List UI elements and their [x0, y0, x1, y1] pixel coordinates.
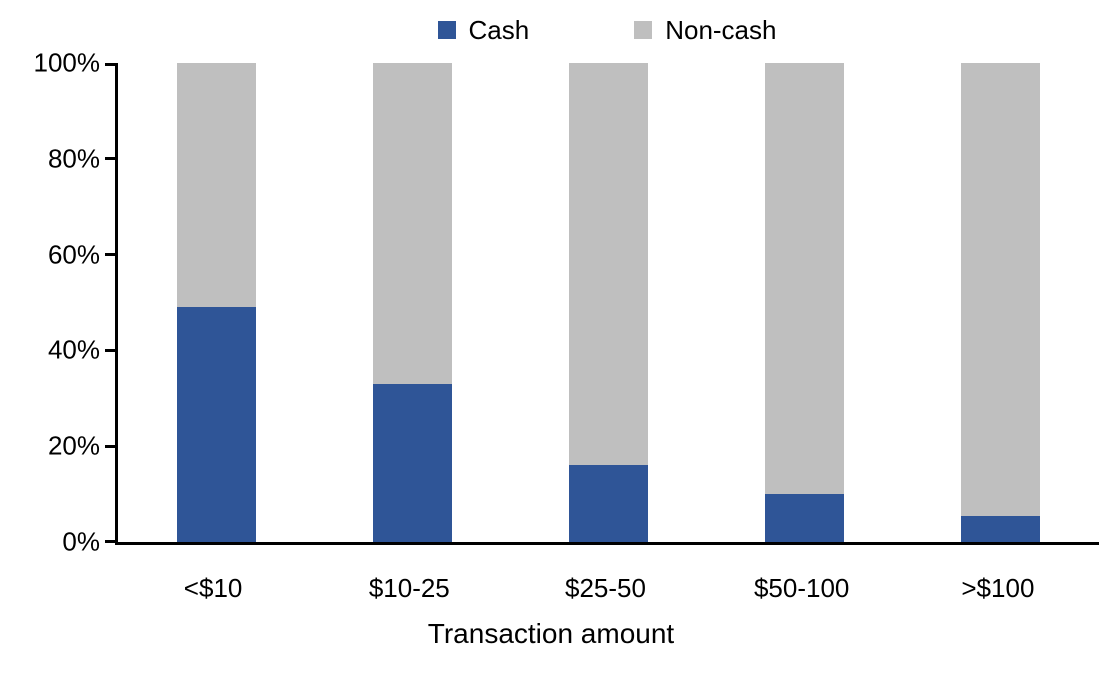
x-axis-title: Transaction amount	[427, 618, 675, 649]
bar-segment-noncash	[176, 63, 256, 308]
bar-segment-noncash	[372, 63, 452, 384]
y-tick-label: 40%	[47, 334, 100, 365]
legend-item-noncash: Non-cash	[634, 17, 776, 43]
y-tick-label: 100%	[33, 47, 101, 78]
bar-segment-cash	[372, 383, 452, 542]
bar-1	[176, 63, 256, 542]
bar-4	[765, 63, 845, 542]
bar-segment-cash	[569, 465, 648, 542]
legend: Cash Non-cash	[115, 10, 1099, 50]
y-tick-label: 20%	[47, 430, 100, 461]
bar-2	[372, 63, 452, 542]
y-tick-label: 60%	[47, 239, 100, 270]
bar-segment-cash	[961, 515, 1041, 542]
y-axis-labels: 0% 20% 40% 60% 80% 100%	[0, 48, 101, 557]
legend-swatch-cash-icon	[437, 21, 456, 39]
bar-5	[961, 63, 1041, 542]
y-tick-mark	[105, 540, 115, 543]
y-tick-mark	[105, 157, 115, 161]
bar-segment-noncash	[961, 63, 1041, 516]
y-tick-mark	[105, 348, 115, 352]
y-tick-label: 0%	[62, 526, 100, 557]
y-tick-mark	[105, 63, 115, 66]
x-tick-label: $25-50	[565, 573, 646, 603]
legend-label-cash: Cash	[468, 15, 530, 45]
bar-segment-cash	[176, 307, 256, 542]
x-axis-labels: <$10 $10-25 $25-50 $50-100 >$100	[115, 545, 1099, 603]
legend-swatch-noncash-icon	[634, 21, 653, 39]
x-tick-label: $10-25	[368, 573, 450, 603]
bar-segment-cash	[765, 494, 845, 542]
legend-label-noncash: Non-cash	[665, 15, 777, 45]
legend-item-cash: Cash	[437, 15, 530, 45]
y-tick-label: 80%	[47, 143, 100, 174]
x-tick-label: $50-100	[753, 573, 850, 603]
bar-segment-noncash	[569, 63, 648, 466]
bar-3	[569, 63, 648, 542]
plot-area	[105, 63, 1099, 545]
y-tick-mark	[105, 253, 115, 257]
x-tick-label: <$10	[183, 573, 243, 603]
x-tick-label: >$100	[961, 573, 1035, 603]
bar-segment-noncash	[765, 63, 845, 495]
y-tick-mark	[105, 444, 115, 448]
